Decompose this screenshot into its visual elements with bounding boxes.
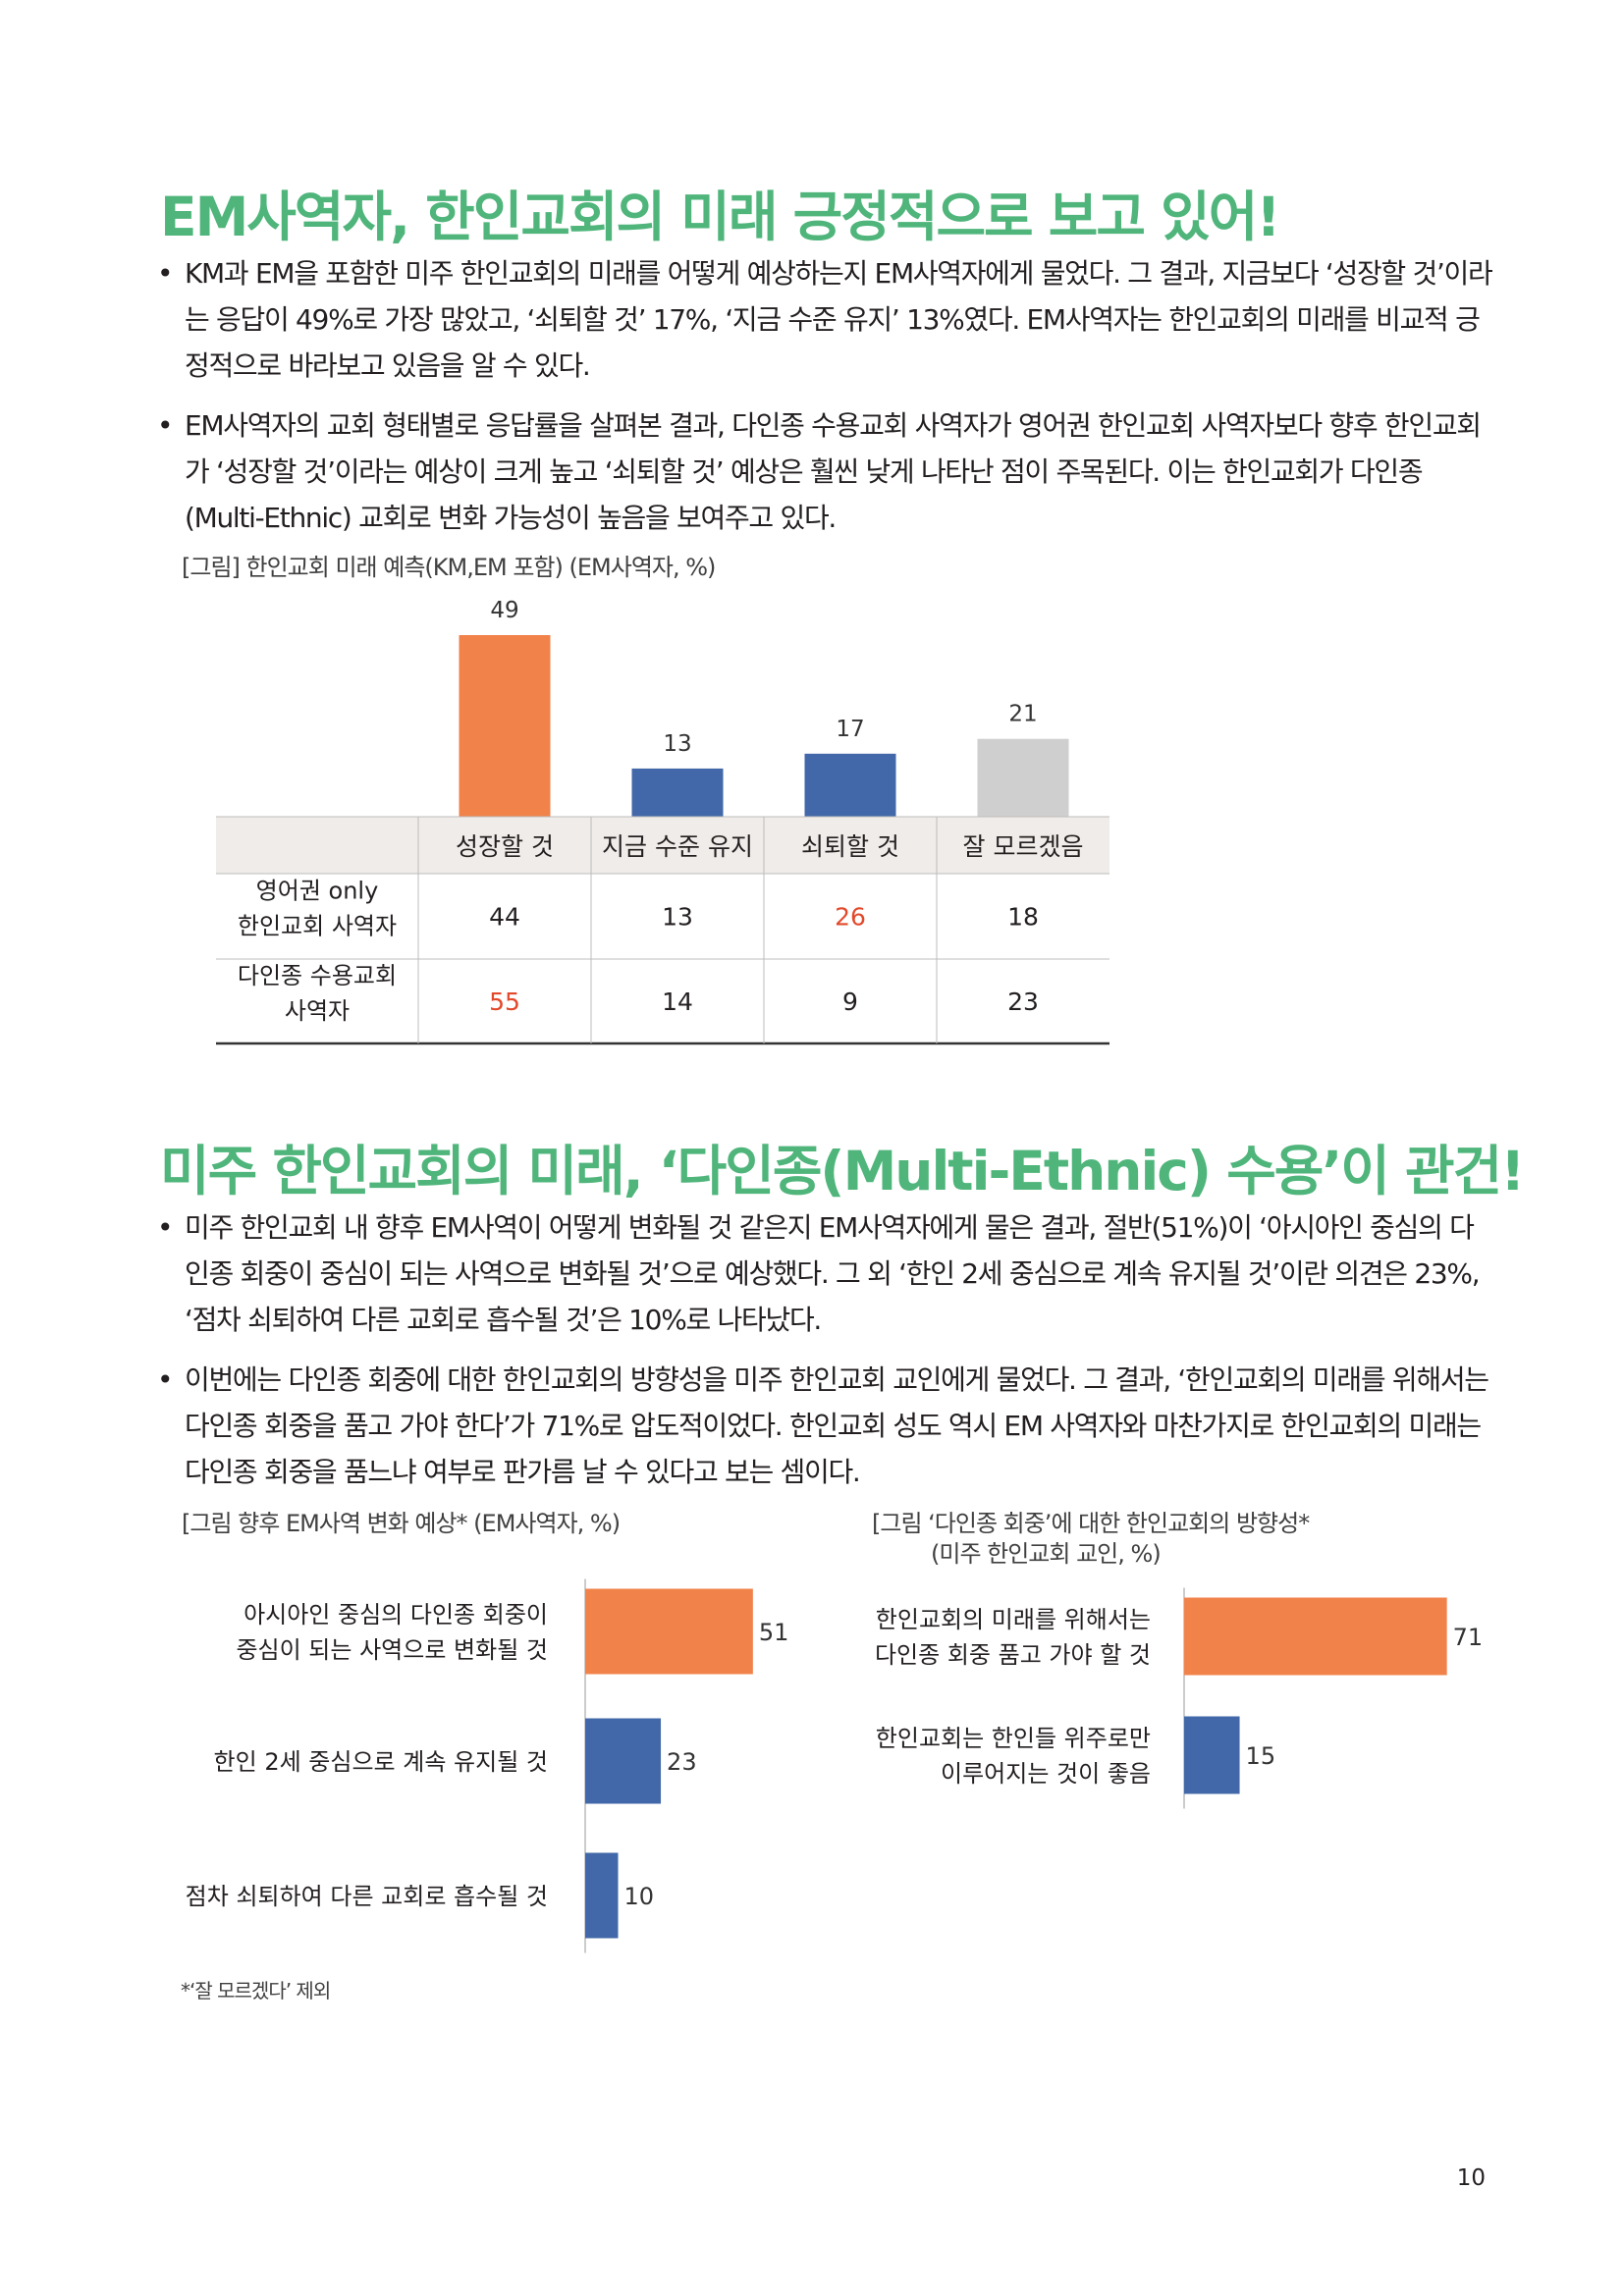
- section1-bullet-list: • KM과 EM을 포함한 미주 한인교회의 미래를 어떻게 예상하는지 EM사역…: [157, 250, 1494, 555]
- bar-value-label: 71: [1453, 1624, 1484, 1651]
- bullet-icon: •: [157, 1363, 174, 1396]
- category-label: 한인 2세 중심으로 계속 유지될 것: [214, 1748, 548, 1776]
- category-label: 이루어지는 것이 좋음: [941, 1760, 1151, 1788]
- table-cell: 9: [842, 988, 858, 1016]
- bar-value-label: 15: [1246, 1742, 1276, 1770]
- bullet-icon: •: [157, 1211, 174, 1244]
- figure2-caption: [그림 향후 EM사역 변화 예상* (EM사역자, %): [182, 1510, 621, 1537]
- category-label: 점차 쇠퇴하여 다른 교회로 흡수될 것: [186, 1883, 548, 1910]
- bullet-item: • 이번에는 다인종 회중에 대한 한인교회의 방향성을 미주 한인교회 교인에게…: [157, 1357, 1494, 1495]
- section2-bullet-list: • 미주 한인교회 내 향후 EM사역이 어떻게 변화될 것 같은지 EM사역자에…: [157, 1204, 1494, 1509]
- bar: [977, 738, 1069, 817]
- category-label: 다인종 회중 품고 가야 할 것: [875, 1641, 1151, 1669]
- table-column-header: 쇠퇴할 것: [801, 832, 899, 861]
- bar: [1184, 1716, 1240, 1794]
- bullet-icon: •: [157, 409, 174, 442]
- bar: [1184, 1597, 1447, 1676]
- table-column-header: 잘 모르겠음: [963, 832, 1084, 861]
- table-cell: 26: [835, 903, 866, 932]
- bar: [459, 635, 551, 817]
- bar-value-label: 21: [1008, 702, 1037, 727]
- bullet-text: KM과 EM을 포함한 미주 한인교회의 미래를 어떻게 예상하는지 EM사역자…: [185, 257, 1493, 382]
- bullet-item: • EM사역자의 교회 형태별로 응답률을 살펴본 결과, 다인종 수용교회 사역…: [157, 402, 1494, 541]
- bar-value-label: 49: [490, 598, 518, 623]
- bullet-text: 미주 한인교회 내 향후 EM사역이 어떻게 변화될 것 같은지 EM사역자에게…: [185, 1211, 1481, 1336]
- bar: [585, 1718, 662, 1804]
- bar: [631, 768, 724, 817]
- figure1-caption: [그림] 한인교회 미래 예측(KM,EM 포함) (EM사역자, %): [182, 554, 716, 581]
- bullet-item: • KM과 EM을 포함한 미주 한인교회의 미래를 어떻게 예상하는지 EM사역…: [157, 250, 1494, 389]
- figure3-caption: [그림 ‘다인종 회중’에 대한 한인교회의 방향성*: [872, 1510, 1310, 1537]
- bullet-text: EM사역자의 교회 형태별로 응답률을 살펴본 결과, 다인종 수용교회 사역자…: [185, 409, 1482, 534]
- category-label: 한인교회는 한인들 위주로만: [876, 1725, 1151, 1752]
- figure3-caption-sub: (미주 한인교회 교인, %): [931, 1540, 1162, 1568]
- table-row-label: 다인종 수용교회: [238, 962, 397, 989]
- bullet-text: 이번에는 다인종 회중에 대한 한인교회의 방향성을 미주 한인교회 교인에게 …: [185, 1363, 1489, 1488]
- table-row-label: 사역자: [285, 997, 350, 1025]
- category-label: 아시아인 중심의 다인종 회중이: [243, 1601, 548, 1629]
- table-cell: 44: [489, 903, 520, 932]
- bar-value-label: 51: [759, 1619, 789, 1646]
- bar-value-label: 10: [624, 1883, 655, 1910]
- category-label: 중심이 되는 사역으로 변화될 것: [236, 1636, 548, 1664]
- page-number: 10: [1456, 2165, 1486, 2191]
- table-row-label: 영어권 only: [256, 878, 379, 905]
- bar: [585, 1852, 619, 1939]
- table-column-header: 지금 수준 유지: [602, 832, 753, 861]
- table-cell: 13: [662, 903, 693, 932]
- table-cell: 14: [662, 988, 693, 1016]
- table-row-label: 한인교회 사역자: [238, 913, 397, 940]
- bar-value-label: 23: [667, 1748, 697, 1776]
- bar: [804, 753, 896, 817]
- bar-value-label: 13: [663, 731, 691, 757]
- table-header-bg: [216, 817, 1109, 874]
- table-cell: 23: [1007, 988, 1039, 1016]
- table-column-header: 성장할 것: [456, 832, 554, 861]
- category-label: 한인교회의 미래를 위해서는: [876, 1606, 1151, 1633]
- bar: [585, 1588, 753, 1675]
- table-cell: 55: [489, 988, 520, 1016]
- bar-value-label: 17: [836, 717, 864, 742]
- section1-heading: EM사역자, 한인교회의 미래 긍정적으로 보고 있어!: [160, 186, 1280, 248]
- bullet-item: • 미주 한인교회 내 향후 EM사역이 어떻게 변화될 것 같은지 EM사역자에…: [157, 1204, 1494, 1343]
- bullet-icon: •: [157, 257, 174, 290]
- table-cell: 18: [1007, 903, 1039, 932]
- section2-heading: 미주 한인교회의 미래, ‘다인종(Multi-Ethnic) 수용’이 관건!: [160, 1140, 1525, 1202]
- footnote: *‘잘 모르겠다’ 제외: [181, 1979, 331, 2002]
